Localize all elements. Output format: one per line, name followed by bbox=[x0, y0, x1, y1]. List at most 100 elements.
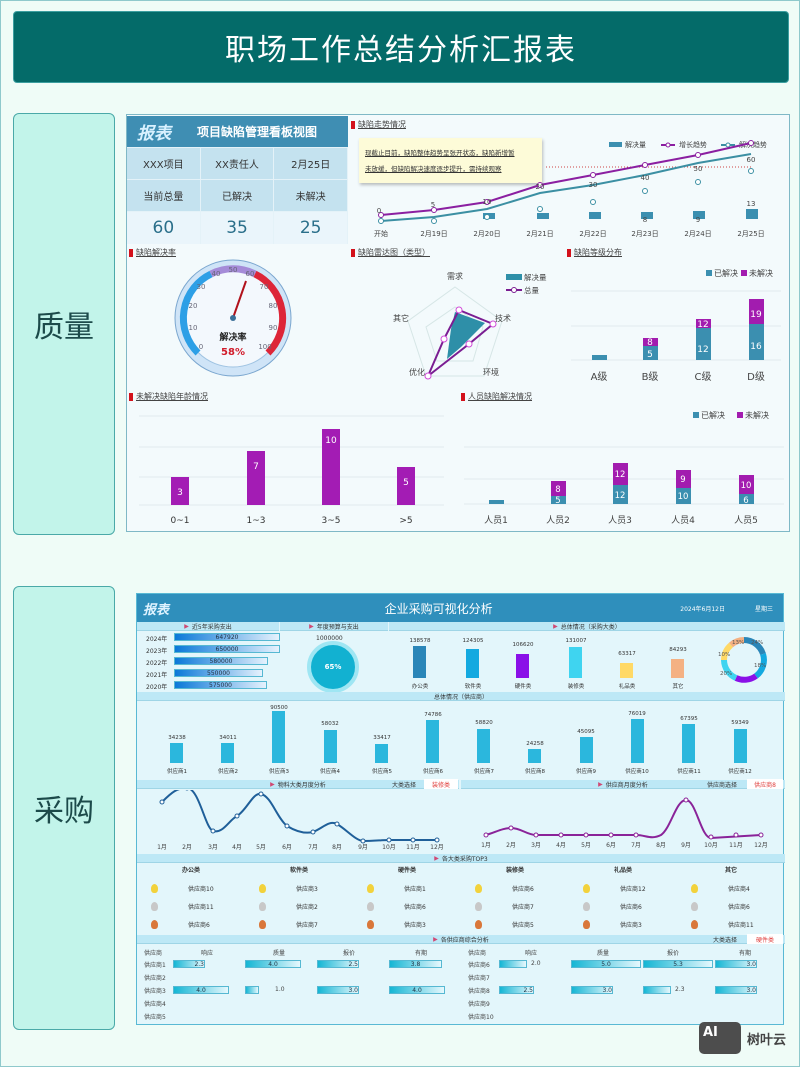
svg-text:12: 12 bbox=[615, 470, 626, 480]
bronze-medal-icon bbox=[583, 919, 590, 929]
svg-text:2月25日: 2月25日 bbox=[737, 230, 764, 238]
kpi-table: 报表 项目缺陷管理看板视图 XXX项目 XX责任人 2月25日 当前总量 已解决… bbox=[127, 116, 349, 244]
top3-col-office: 办公类 供应商10 供应商11 供应商6 bbox=[137, 865, 245, 933]
section-tab-quality[interactable]: 质量 bbox=[13, 113, 115, 535]
score-bar: 3.0 bbox=[571, 986, 613, 994]
svg-text:技术: 技术 bbox=[495, 313, 511, 323]
kpi-project: XXX项目 bbox=[127, 148, 201, 179]
score-bar: 3.0 bbox=[317, 986, 359, 994]
spend5y-chart: 2024年 647920 2023年 650000 2022年 580000 2… bbox=[137, 632, 280, 692]
svg-text:58032: 58032 bbox=[321, 721, 339, 727]
svg-text:9月: 9月 bbox=[358, 844, 368, 851]
svg-text:6月: 6月 bbox=[606, 842, 616, 849]
silver-medal-icon bbox=[151, 901, 158, 911]
svg-text:已解决: 已解决 bbox=[701, 410, 725, 420]
svg-text:供应商10: 供应商10 bbox=[625, 767, 649, 775]
svg-text:20: 20 bbox=[189, 302, 198, 310]
silver-medal-icon bbox=[583, 901, 590, 911]
svg-text:33417: 33417 bbox=[373, 735, 391, 741]
score-select-dropdown[interactable]: 硬件类 bbox=[747, 934, 783, 944]
top3-col-software: 软件类 供应商3 供应商2 供应商7 bbox=[245, 865, 353, 933]
svg-text:优化: 优化 bbox=[409, 367, 425, 377]
cat-select-dropdown[interactable]: 装修类 bbox=[424, 779, 458, 789]
bronze-medal-icon bbox=[475, 919, 482, 929]
svg-text:未解决: 未解决 bbox=[749, 268, 773, 278]
silver-medal-icon bbox=[259, 901, 266, 911]
kpi-owner: XX责任人 bbox=[201, 148, 275, 179]
score-bar: 4.0 bbox=[389, 986, 445, 994]
svg-text:6月: 6月 bbox=[282, 844, 292, 851]
svg-text:1月: 1月 bbox=[157, 844, 167, 851]
svg-text:74786: 74786 bbox=[424, 712, 442, 718]
svg-text:24%: 24% bbox=[751, 640, 763, 646]
svg-text:B级: B级 bbox=[642, 371, 659, 383]
svg-text:50: 50 bbox=[694, 165, 703, 173]
svg-text:人员1: 人员1 bbox=[484, 515, 508, 526]
top3-col-gift: 礼品类 供应商12 供应商6 供应商3 bbox=[569, 865, 677, 933]
svg-text:19: 19 bbox=[750, 310, 762, 320]
svg-text:60: 60 bbox=[246, 270, 255, 278]
svg-text:3月: 3月 bbox=[208, 844, 218, 851]
kpi-date: 2月25日 bbox=[274, 148, 349, 179]
svg-text:未解决: 未解决 bbox=[745, 410, 769, 420]
svg-text:总量: 总量 bbox=[524, 285, 539, 295]
section-tab-procurement[interactable]: 采购 bbox=[13, 586, 115, 1030]
svg-text:67395: 67395 bbox=[680, 716, 698, 722]
svg-text:办公类: 办公类 bbox=[412, 682, 429, 690]
svg-text:70: 70 bbox=[260, 283, 269, 291]
svg-text:2月19日: 2月19日 bbox=[420, 230, 447, 238]
score-bar: 2.3 bbox=[173, 960, 205, 968]
svg-text:80: 80 bbox=[269, 302, 278, 310]
sup-select-label: 供应商选择 bbox=[707, 782, 738, 789]
ai-logo-icon: AI bbox=[699, 1022, 741, 1054]
monthly-cat-chart: 1月 2月 3月 4月 5月 6月 7月 8月 9月 10月 11月 12月 bbox=[157, 790, 444, 851]
svg-text:10: 10 bbox=[325, 436, 337, 446]
svg-text:45095: 45095 bbox=[577, 729, 595, 735]
spend-bar-2021: 550000 bbox=[174, 669, 263, 677]
resolution-gauge: 0 10 20 30 40 50 60 70 80 90 100 解决率 58% bbox=[174, 259, 292, 377]
bronze-medal-icon bbox=[367, 919, 374, 929]
top3-header: ▶ 各大类采购TOP3 bbox=[137, 854, 785, 863]
silver-medal-icon bbox=[475, 901, 482, 911]
svg-text:其它: 其它 bbox=[393, 313, 409, 323]
svg-text:8月: 8月 bbox=[332, 844, 342, 851]
svg-text:3月: 3月 bbox=[531, 842, 541, 849]
svg-text:6: 6 bbox=[743, 496, 748, 506]
svg-text:34238: 34238 bbox=[168, 735, 186, 741]
score-bar: 4.0 bbox=[245, 960, 301, 968]
radar-chart: 需求 技术 环境 优化 其它 解决量 总量 bbox=[393, 271, 547, 380]
svg-text:4月: 4月 bbox=[556, 842, 566, 849]
bronze-medal-icon bbox=[259, 919, 266, 929]
gold-medal-icon bbox=[259, 883, 266, 893]
svg-text:供应商11: 供应商11 bbox=[677, 767, 701, 775]
watermark-text: 树叶云 bbox=[747, 1032, 787, 1048]
sup-select-dropdown[interactable]: 供应商8 bbox=[747, 779, 783, 789]
monthly-sup-header: ▶ 供应商月度分析 bbox=[461, 780, 785, 789]
svg-text:63317: 63317 bbox=[618, 651, 636, 657]
svg-text:7月: 7月 bbox=[308, 844, 318, 851]
brand-logo: 报表 bbox=[143, 602, 170, 618]
kpi-label-resolved: 已解决 bbox=[201, 180, 275, 211]
bronze-medal-icon bbox=[691, 919, 698, 929]
budget-chart: 1000000 65% bbox=[280, 632, 388, 693]
svg-text:5: 5 bbox=[431, 201, 435, 209]
svg-text:124305: 124305 bbox=[463, 638, 484, 644]
svg-text:供应商9: 供应商9 bbox=[576, 767, 597, 775]
svg-text:11月: 11月 bbox=[406, 844, 420, 851]
score-bar bbox=[643, 986, 671, 994]
kpi-value-resolved: 35 bbox=[201, 212, 275, 244]
top3-col-other: 其它 供应商4 供应商6 供应商11 bbox=[677, 865, 785, 933]
kpi-title: 项目缺陷管理看板视图 bbox=[197, 125, 318, 139]
monthly-sup-chart: 1月 2月 3月 4月 5月 6月 7月 8月 9月 10月 11月 12月 bbox=[481, 797, 768, 849]
spend5y-header: ▶ 近5年采购支出 bbox=[137, 622, 279, 631]
silver-medal-icon bbox=[367, 901, 374, 911]
svg-text:12月: 12月 bbox=[430, 844, 444, 851]
svg-text:人员2: 人员2 bbox=[546, 515, 570, 526]
svg-text:供应商1: 供应商1 bbox=[167, 767, 187, 775]
score-bar bbox=[245, 986, 259, 994]
score-header: ▶ 各供应商综合分析 bbox=[137, 935, 785, 944]
svg-text:10: 10 bbox=[189, 324, 198, 332]
svg-text:2月23日: 2月23日 bbox=[631, 230, 658, 238]
brand-logo: 报表 bbox=[137, 124, 171, 144]
svg-text:C级: C级 bbox=[695, 371, 712, 383]
